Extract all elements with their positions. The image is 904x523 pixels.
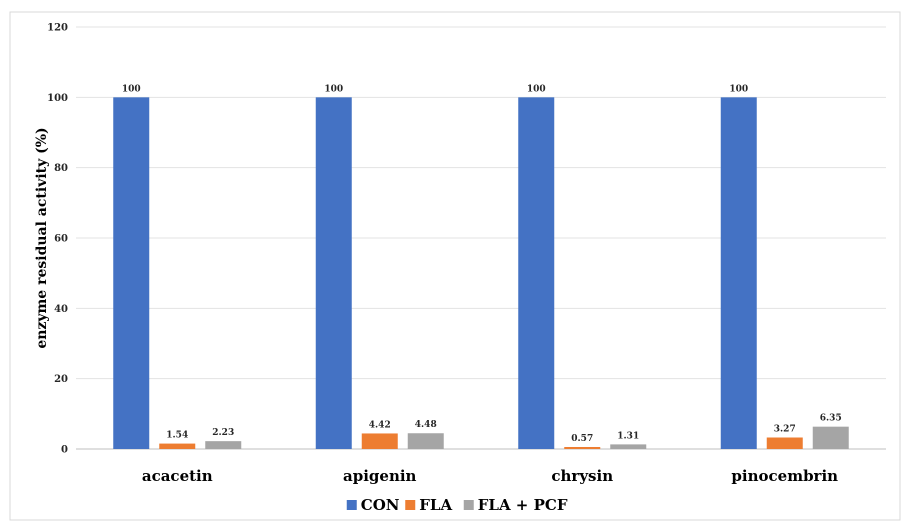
legend: CON FLA FLA + PCF	[346, 496, 568, 514]
legend-swatch-fla	[405, 500, 416, 510]
data-label: 1.31	[617, 431, 639, 441]
data-label: 3.27	[774, 425, 796, 435]
data-label: 100	[527, 84, 546, 94]
legend-label: CON	[361, 496, 400, 514]
data-label: 2.23	[212, 428, 234, 438]
y-tick-label: 120	[47, 23, 68, 34]
legend-swatch-con	[346, 500, 357, 510]
data-labels: 100 1.54 2.23 100 4.42 4.48 100 0.57 1.31 100 3.27…	[122, 84, 842, 444]
bar-fla-pcf-acacetin	[205, 441, 242, 449]
data-label: 4.42	[369, 420, 391, 430]
data-label: 1.54	[166, 431, 188, 441]
y-tick-label: 20	[54, 374, 68, 385]
bars	[113, 97, 849, 449]
x-tick-label: pinocembrin	[731, 467, 838, 485]
y-tick-label: 100	[47, 93, 68, 104]
bar-con-pinocembrin	[720, 97, 757, 449]
data-label: 4.48	[415, 420, 437, 430]
bar-fla-pcf-apigenin	[407, 433, 444, 449]
y-tick-label: 80	[54, 163, 68, 174]
data-label: 100	[729, 84, 748, 94]
bar-fla-pcf-pinocembrin	[812, 426, 849, 449]
data-label: 100	[324, 84, 343, 94]
data-label: 100	[122, 84, 141, 94]
y-tick-label: 0	[61, 445, 68, 456]
x-tick-label: apigenin	[343, 467, 417, 485]
y-axis-ticks: 0 20 40 60 80 100 120	[47, 23, 68, 456]
bar-con-chrysin	[518, 97, 555, 449]
bar-fla-apigenin	[361, 433, 398, 449]
data-label: 0.57	[571, 434, 593, 444]
bar-fla-chrysin	[564, 446, 601, 449]
legend-label: FLA + PCF	[478, 496, 568, 514]
x-tick-label: chrysin	[551, 467, 613, 485]
y-tick-label: 60	[54, 234, 68, 245]
bar-con-apigenin	[315, 97, 352, 449]
legend-swatch-fla-pcf	[463, 500, 474, 510]
legend-label: FLA	[419, 496, 452, 514]
bar-fla-acacetin	[159, 443, 196, 449]
y-tick-label: 40	[54, 304, 68, 315]
bar-con-acacetin	[113, 97, 150, 449]
bar-fla-pinocembrin	[766, 437, 803, 449]
bar-fla-pcf-chrysin	[610, 444, 647, 449]
y-axis-label: enzyme residual activity (%)	[34, 127, 50, 348]
x-axis-categories: acacetin apigenin chrysin pinocembrin	[142, 467, 838, 485]
x-tick-label: acacetin	[142, 467, 213, 485]
data-label: 6.35	[820, 414, 842, 424]
